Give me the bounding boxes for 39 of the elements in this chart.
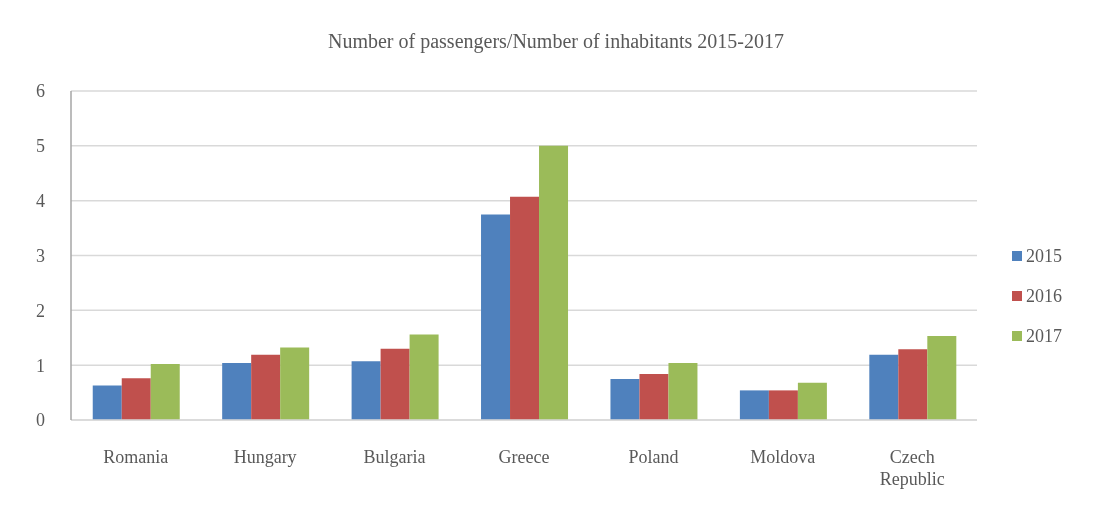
bar (409, 334, 439, 420)
bar (222, 362, 252, 420)
bar (927, 336, 957, 420)
x-tick-label: Czech Republic (879, 446, 945, 489)
bar (639, 373, 669, 420)
bar (92, 385, 122, 420)
legend-label: 2016 (1026, 285, 1062, 307)
legend-label: 2015 (1026, 245, 1062, 267)
x-tick-label: Hungary (233, 446, 297, 467)
bar (539, 145, 569, 420)
bar (768, 390, 798, 420)
bar (510, 196, 540, 420)
y-tick-label: 1 (36, 355, 45, 376)
bar (121, 378, 151, 420)
bar (351, 361, 381, 420)
x-tick-label: Greece (498, 446, 550, 467)
bar (251, 354, 281, 420)
bar (610, 378, 640, 420)
bar (739, 390, 769, 420)
x-tick-label: Poland (628, 446, 679, 467)
y-tick-label: 2 (36, 300, 45, 321)
bar (797, 382, 827, 420)
x-tick-label: Bulgaria (363, 446, 426, 467)
x-tick-label: Romania (103, 446, 169, 467)
bar (150, 364, 180, 420)
x-tick-label: Moldova (750, 446, 816, 467)
y-tick-label: 4 (36, 191, 45, 212)
bar (380, 348, 410, 420)
y-tick-label: 5 (36, 136, 45, 157)
y-tick-label: 6 (36, 81, 45, 102)
bar (280, 347, 310, 420)
y-tick-label: 3 (36, 245, 45, 266)
bar (898, 349, 928, 420)
y-tick-label: 0 (36, 410, 45, 431)
bar (668, 362, 698, 420)
bar (481, 214, 511, 420)
bar (869, 354, 899, 420)
chart-title: Number of passengers/Number of inhabitants 2015-2017 (327, 30, 785, 53)
legend-label: 2017 (1026, 325, 1062, 347)
